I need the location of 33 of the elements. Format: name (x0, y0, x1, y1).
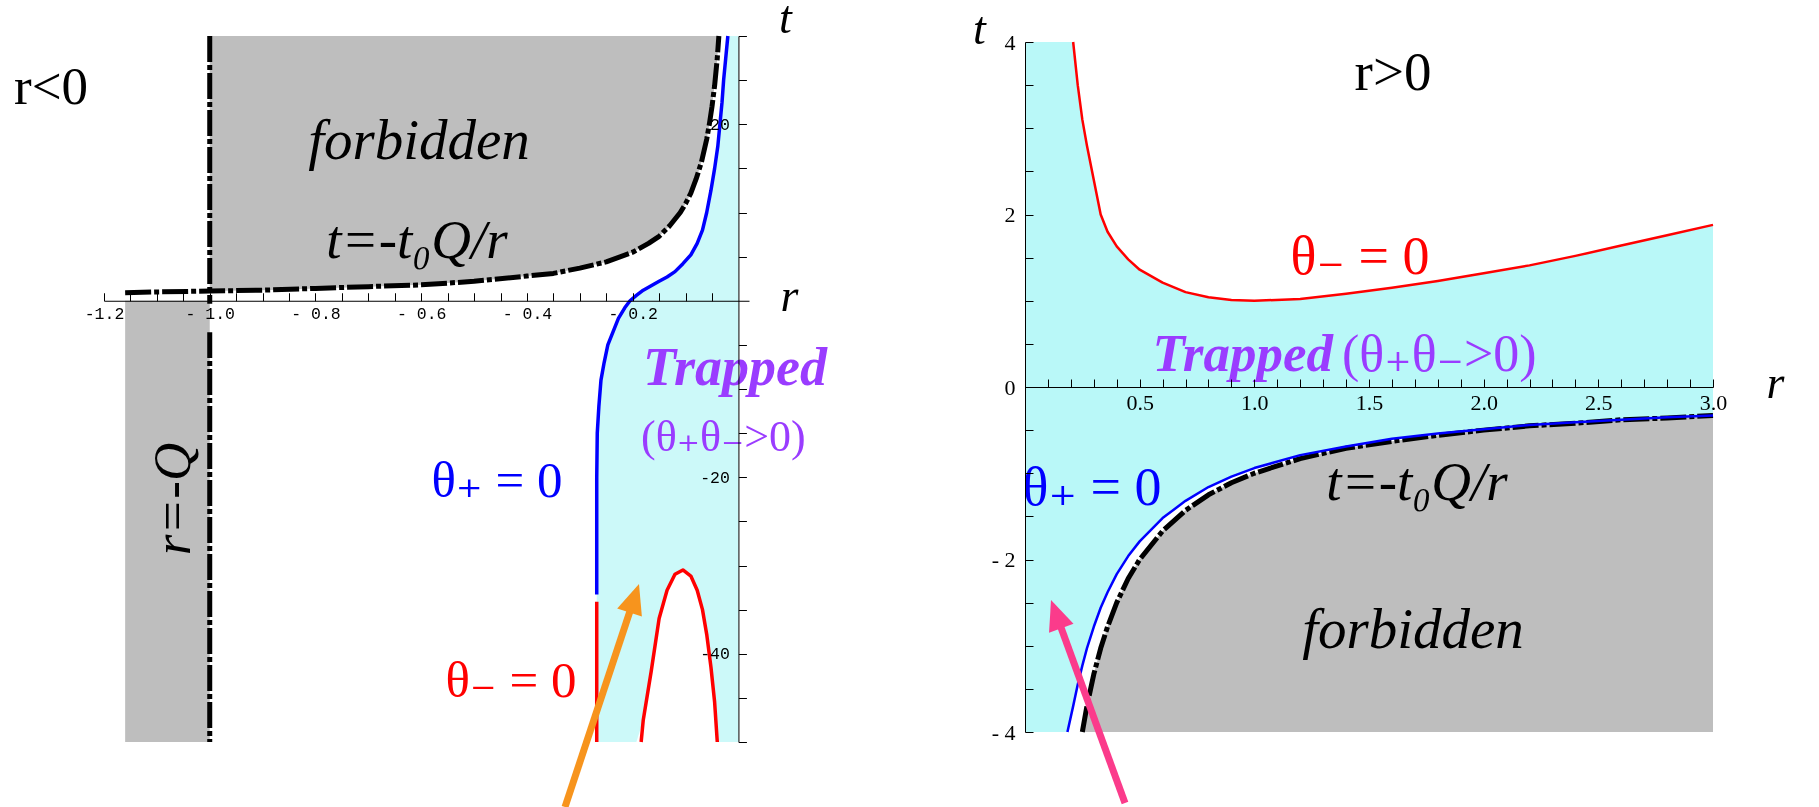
x-tick-label: 2.5 (1585, 389, 1613, 415)
y-axis-title: t (778, 0, 793, 43)
chart-title: r<0 (14, 57, 89, 115)
annotation: θ₋ = 0 (445, 652, 577, 708)
y-tick-label: - 4 (991, 719, 1016, 745)
x-tick-label: 3.0 (1699, 389, 1728, 415)
y-tick-label: 4 (1004, 29, 1016, 55)
y-tick-label: -20 (700, 468, 730, 488)
chart-title: r>0 (1354, 41, 1432, 102)
y-tick-label: 0 (1004, 374, 1016, 400)
x-axis-title: r (780, 270, 800, 322)
annotation: θ₊ = 0 (431, 452, 563, 508)
x-tick-label: 1.0 (1241, 389, 1269, 415)
x-tick-label: 0.5 (1126, 389, 1154, 415)
annotation: Trapped (1152, 324, 1335, 382)
y-axis-title: t (973, 2, 988, 54)
x-axis-title: r (1766, 356, 1786, 408)
annotation: (θ₊θ₋>0) (1342, 325, 1537, 383)
x-tick-label: 1.5 (1355, 389, 1384, 415)
x-tick-label: - 0.4 (502, 305, 553, 325)
line-series (1071, 40, 1715, 302)
y-tick-label: 2 (1004, 202, 1016, 227)
y-tick-label: - 2 (991, 547, 1016, 572)
x-tick-label: - 0.6 (396, 305, 447, 325)
annotation: θ₋ = 0 (1290, 226, 1430, 286)
annotation: t=-t₀Q/r (326, 209, 509, 270)
x-tick-label: - 0.8 (291, 305, 341, 325)
x-tick-label: - 1.0 (185, 305, 235, 325)
x-tick-label: - 0.2 (608, 305, 658, 325)
x-tick-label: -1.2 (84, 305, 125, 325)
x-tick-label: 2.0 (1470, 389, 1498, 415)
annotation: forbidden (308, 108, 530, 171)
annotation: r=-Q (143, 442, 201, 556)
